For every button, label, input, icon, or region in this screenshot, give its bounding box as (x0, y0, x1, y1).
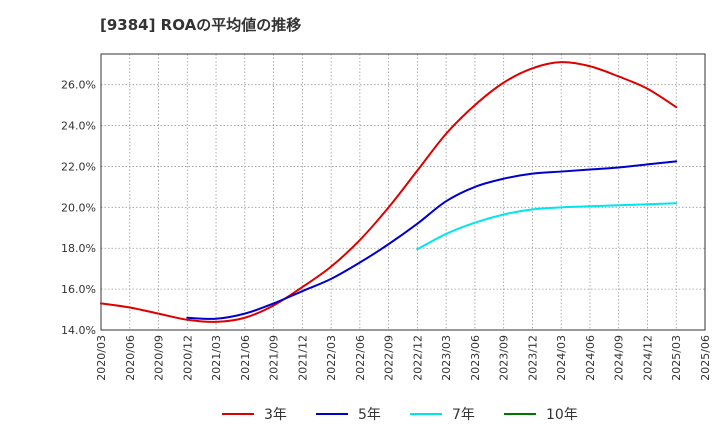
series-line-1 (100, 61, 678, 323)
x-tick-label: 2024/03 (555, 335, 568, 381)
x-tick-label: 2022/09 (383, 335, 396, 381)
x-tick-label: 2022/06 (354, 335, 367, 381)
y-tick-label: 22.0% (61, 160, 96, 173)
x-tick-label: 2022/12 (411, 335, 424, 381)
x-tick-label: 2023/03 (440, 335, 453, 381)
x-tick-label: 2023/06 (469, 335, 482, 381)
x-tick-label: 2020/12 (181, 335, 194, 381)
x-tick-label: 2021/09 (268, 335, 281, 381)
x-tick-label: 2023/09 (498, 335, 511, 381)
legend-item: 10年 (504, 407, 578, 423)
legend-label: 7年 (452, 407, 475, 423)
y-tick-label: 24.0% (61, 120, 96, 133)
legend-item: 5年 (316, 407, 381, 423)
x-tick-label: 2020/03 (95, 335, 108, 381)
y-tick-label: 18.0% (61, 242, 96, 255)
x-tick-label: 2020/06 (124, 335, 137, 381)
legend-label: 10年 (546, 407, 578, 423)
y-tick-label: 26.0% (61, 79, 96, 92)
x-tick-label: 2025/03 (670, 335, 683, 381)
legend-label: 3年 (264, 407, 287, 423)
x-tick-label: 2024/06 (584, 335, 597, 381)
x-tick-label: 2021/03 (210, 335, 223, 381)
series-line-3 (416, 202, 678, 251)
legend-item: 7年 (410, 407, 475, 423)
chart-title: [9384] ROAの平均値の推移 (100, 16, 302, 34)
series-line-2 (186, 160, 678, 320)
x-tick-label: 2021/12 (296, 335, 309, 381)
legend-item: 3年 (222, 407, 287, 423)
legend-label: 5年 (358, 407, 381, 423)
x-tick-label: 2024/09 (613, 335, 626, 381)
y-tick-label: 14.0% (61, 324, 96, 337)
plot-area (100, 53, 706, 331)
x-tick-label: 2020/09 (153, 335, 166, 381)
x-tick-label: 2023/12 (526, 335, 539, 381)
x-tick-label: 2024/12 (641, 335, 654, 381)
x-tick-label: 2021/06 (239, 335, 252, 381)
y-tick-label: 16.0% (61, 283, 96, 296)
x-tick-label: 2022/03 (325, 335, 338, 381)
x-tick-label: 2025/06 (699, 335, 712, 381)
y-tick-label: 20.0% (61, 201, 96, 214)
